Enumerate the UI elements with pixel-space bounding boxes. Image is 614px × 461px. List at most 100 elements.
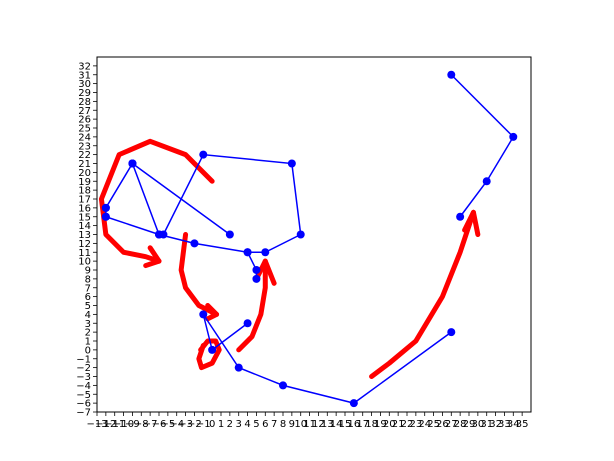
y-tick-label: 29 bbox=[78, 88, 91, 99]
annotation-arrow-stroke bbox=[98, 138, 215, 264]
x-tick-label: 1 bbox=[218, 419, 224, 430]
data-point bbox=[101, 203, 110, 212]
y-tick-label: 32 bbox=[78, 61, 91, 72]
x-tick-label: 31 bbox=[480, 419, 493, 430]
y-tick-label: 2 bbox=[85, 328, 91, 339]
x-tick-label: 20 bbox=[383, 419, 396, 430]
y-tick-label: −5 bbox=[76, 390, 91, 401]
data-point bbox=[252, 266, 261, 274]
data-point bbox=[190, 239, 199, 248]
y-tick-label: 11 bbox=[78, 248, 91, 259]
y-tick-label: 28 bbox=[78, 97, 91, 108]
x-tick-label: 0 bbox=[209, 419, 215, 430]
x-tick-label: 5 bbox=[253, 419, 259, 430]
y-tick-label: −4 bbox=[76, 381, 91, 392]
x-tick-label: 18 bbox=[365, 419, 378, 430]
y-tick-label: 24 bbox=[78, 132, 91, 143]
annotation-arrow-head bbox=[462, 209, 481, 237]
y-tick-label: 20 bbox=[78, 168, 91, 179]
y-tick-label: 13 bbox=[78, 230, 91, 241]
y-tick-label: 7 bbox=[85, 283, 91, 294]
data-point bbox=[509, 132, 518, 141]
annotation-arrow-head bbox=[205, 303, 220, 322]
y-tick-label: 26 bbox=[78, 115, 91, 126]
y-tick-label: −3 bbox=[76, 372, 91, 383]
x-tick-label: 25 bbox=[427, 419, 440, 430]
x-tick-label: 17 bbox=[356, 419, 369, 430]
y-tick-label: −1 bbox=[76, 354, 91, 365]
data-point bbox=[243, 319, 252, 328]
x-tick-label: 19 bbox=[374, 419, 387, 430]
x-tick-label: −4 bbox=[169, 419, 184, 430]
x-tick-label: −9 bbox=[125, 419, 140, 430]
x-tick-label: 28 bbox=[454, 419, 467, 430]
y-tick-label: 31 bbox=[78, 70, 91, 81]
y-tick-label: 12 bbox=[78, 239, 91, 250]
x-tick-label: −13 bbox=[86, 419, 107, 430]
x-tick-label: −10 bbox=[113, 419, 134, 430]
data-point bbox=[287, 159, 296, 168]
y-tick-label: −2 bbox=[76, 363, 91, 374]
y-tick-label: 1 bbox=[85, 337, 91, 348]
x-tick-label: 12 bbox=[312, 419, 325, 430]
x-tick-label: 29 bbox=[463, 419, 476, 430]
x-tick-label: 32 bbox=[489, 419, 502, 430]
x-tick-label: 2 bbox=[227, 419, 233, 430]
data-point bbox=[349, 399, 358, 408]
data-point bbox=[252, 274, 261, 283]
x-tick-label: 30 bbox=[471, 419, 484, 430]
y-tick-label: −7 bbox=[76, 408, 91, 419]
x-tick-label: −1 bbox=[196, 419, 211, 430]
annotation-arrow-stroke bbox=[369, 209, 476, 379]
data-point bbox=[456, 212, 465, 221]
annotation-arrow-head bbox=[143, 245, 162, 269]
y-tick-label: 8 bbox=[85, 274, 91, 285]
data-point bbox=[279, 381, 287, 390]
y-tick-label: 10 bbox=[78, 257, 91, 268]
annotation-arrow-stroke bbox=[178, 232, 220, 317]
x-tick-label: 21 bbox=[392, 419, 405, 430]
x-tick-label: 4 bbox=[244, 419, 250, 430]
x-tick-label: −3 bbox=[178, 419, 193, 430]
y-tick-label: 16 bbox=[78, 203, 91, 214]
x-tick-label: 15 bbox=[339, 419, 352, 430]
x-tick-label: −11 bbox=[104, 419, 125, 430]
y-tick-label: 0 bbox=[85, 345, 91, 356]
data-point bbox=[447, 328, 456, 337]
x-tick-label: 35 bbox=[516, 419, 529, 430]
y-tick-label: 25 bbox=[78, 124, 91, 135]
x-tick-label: 9 bbox=[289, 419, 295, 430]
y-tick-label: 27 bbox=[78, 106, 91, 117]
y-tick-label: 21 bbox=[78, 159, 91, 170]
y-tick-label: 22 bbox=[78, 150, 91, 161]
y-tick-label: 23 bbox=[78, 141, 91, 152]
x-tick-label: 14 bbox=[330, 419, 343, 430]
data-point bbox=[199, 310, 208, 319]
x-tick-label: 13 bbox=[321, 419, 334, 430]
x-tick-label: 3 bbox=[236, 419, 242, 430]
x-tick-label: −7 bbox=[143, 419, 158, 430]
y-tick-label: 18 bbox=[78, 186, 91, 197]
x-tick-label: 23 bbox=[409, 419, 422, 430]
x-tick-label: 22 bbox=[401, 419, 414, 430]
y-tick-label: −6 bbox=[76, 399, 91, 410]
y-tick-label: 6 bbox=[85, 292, 91, 303]
y-tick-label: 14 bbox=[78, 221, 91, 232]
data-point bbox=[208, 345, 217, 354]
x-tick-label: 26 bbox=[436, 419, 449, 430]
data-point bbox=[482, 177, 491, 186]
x-tick-label: 11 bbox=[303, 419, 316, 430]
annotation-loop bbox=[196, 338, 222, 371]
x-tick-label: 34 bbox=[507, 419, 520, 430]
annotation-layer bbox=[98, 138, 481, 379]
series-layer bbox=[101, 70, 518, 408]
y-tick-label: 30 bbox=[78, 79, 91, 90]
x-tick-label: −2 bbox=[187, 419, 202, 430]
annotation-arrow-stroke bbox=[236, 258, 268, 353]
data-point bbox=[234, 363, 243, 372]
x-tick-label: 10 bbox=[294, 419, 307, 430]
x-tick-label: 33 bbox=[498, 419, 511, 430]
x-tick-label: 24 bbox=[418, 419, 431, 430]
